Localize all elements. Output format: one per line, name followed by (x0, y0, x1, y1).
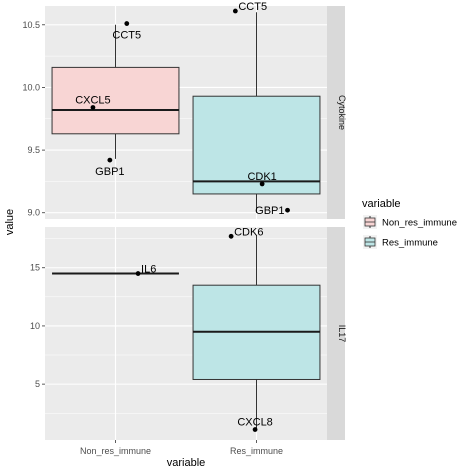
y-axis-title: value (4, 209, 16, 235)
point-label-cxcl8: CXCL8 (237, 417, 272, 429)
point-label-cxcl5: CXCL5 (75, 94, 110, 106)
strip-label: Cytokine (337, 95, 347, 130)
x-tick-label: Non_res_immune (80, 446, 151, 456)
box-res_immune (192, 235, 321, 429)
point-label-il6: IL6 (141, 264, 156, 276)
point-cdk6 (228, 233, 234, 239)
point-cxcl5 (90, 105, 96, 110)
strip-background (327, 6, 345, 219)
point-cxcl8 (252, 427, 258, 432)
y-tick-label: 10.0 (22, 82, 40, 92)
point-gbp1 (107, 157, 113, 163)
point-label-gbp1: GBP1 (255, 205, 284, 217)
point-label-cdk6: CDK6 (234, 226, 263, 238)
legend-item-res_immune: Res_immune (363, 235, 438, 249)
point-il6 (135, 271, 141, 276)
x-axis-title: variable (167, 457, 206, 469)
point-label-cct5: CCT5 (238, 1, 267, 13)
y-tick-label: 9.0 (27, 208, 40, 218)
y-tick-label: 10.5 (22, 20, 40, 30)
facet-il17: 5 10 15 IL17 IL6 CDK6 CXCL8 (30, 226, 347, 440)
y-tick-label: 5 (35, 379, 40, 389)
strip-label: IL17 (337, 325, 347, 343)
point-label-cct5: CCT5 (112, 30, 141, 42)
box-res_immune (192, 12, 321, 213)
box-non_res_immune (51, 24, 180, 159)
legend-title: variable (362, 198, 401, 210)
point-label-gbp1: GBP1 (95, 166, 124, 178)
point-gbp1 (285, 207, 290, 213)
y-tick-label: 9.5 (27, 145, 40, 155)
point-label-cdk1: CDK1 (247, 171, 276, 183)
box-rect (51, 66, 180, 135)
point-cct5 (232, 8, 238, 14)
legend-label: Non_res_immune (382, 218, 457, 229)
y-tick-label: 15 (30, 263, 40, 273)
point-cdk1 (259, 181, 265, 187)
point-cct5 (124, 21, 130, 26)
x-tick-label: Res_immune (230, 446, 283, 456)
legend: variable Non_res_immune Res_immune (362, 198, 457, 249)
box-rect (192, 95, 321, 195)
legend-label: Res_immune (382, 238, 438, 249)
strip-background (327, 227, 345, 440)
facet-cytokine: 9.0 9.5 10.0 10.5 Cytokine CCT5 CXCL5 GBP1 CCT5 C… (22, 1, 347, 219)
facet-panels: 9.0 9.5 10.0 10.5 Cytokine CCT5 CXCL5 GBP1 CCT5 C… (22, 1, 347, 456)
y-tick-label: 10 (30, 321, 40, 331)
legend-item-non_res_immune: Non_res_immune (363, 215, 457, 229)
